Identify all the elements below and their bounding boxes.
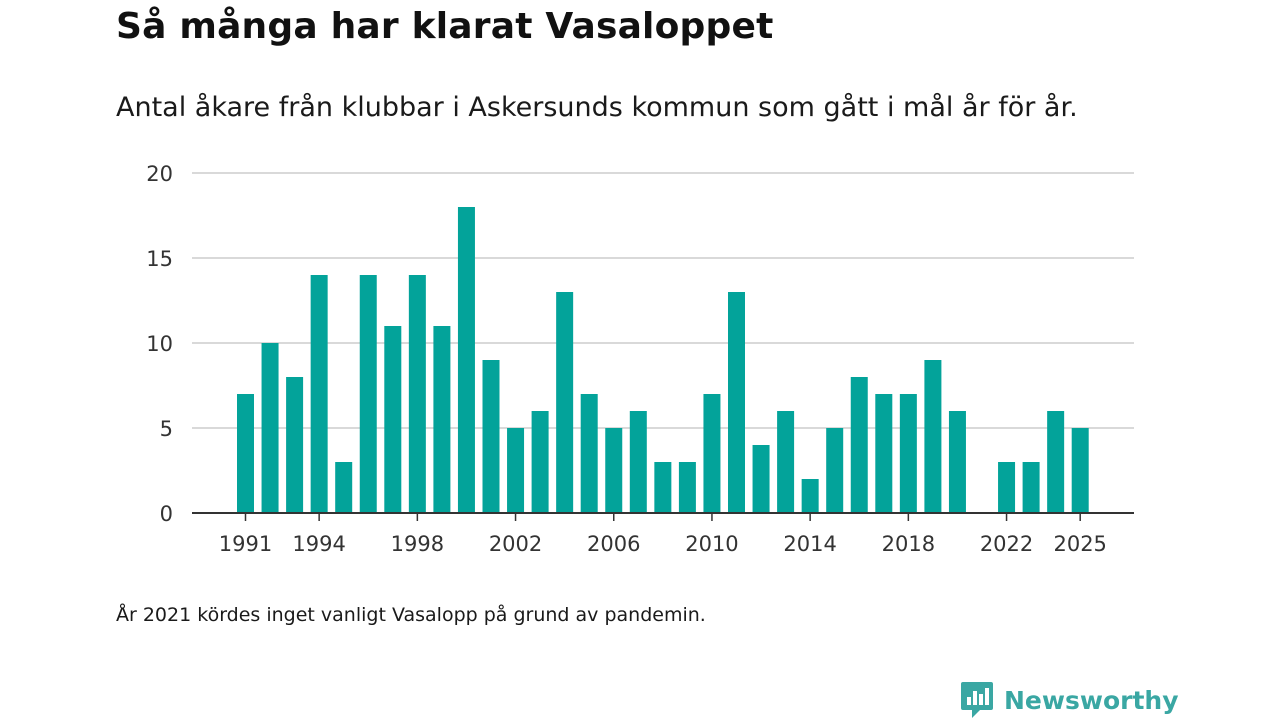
y-tick-label: 10 bbox=[146, 332, 173, 356]
bar-1998 bbox=[408, 275, 426, 513]
bar-1995 bbox=[335, 462, 353, 513]
bar-2013 bbox=[777, 411, 795, 513]
bar-2001 bbox=[482, 360, 500, 513]
x-tick-label: 1991 bbox=[219, 532, 272, 556]
y-tick-label: 15 bbox=[146, 247, 173, 271]
brand-name: Newsworthy bbox=[1004, 685, 1179, 715]
bar-2023 bbox=[1022, 462, 1040, 513]
bar-2004 bbox=[556, 292, 574, 513]
bar-2012 bbox=[752, 445, 770, 513]
bar-2003 bbox=[531, 411, 549, 513]
bar-2024 bbox=[1047, 411, 1065, 513]
chart-title: Så många har klarat Vasaloppet bbox=[116, 6, 774, 47]
x-tick-label: 2022 bbox=[980, 532, 1033, 556]
y-tick-label: 20 bbox=[146, 162, 173, 186]
x-tick-label: 1994 bbox=[292, 532, 345, 556]
bar-1997 bbox=[384, 326, 402, 513]
bar-2014 bbox=[801, 479, 819, 513]
y-tick-label: 5 bbox=[160, 417, 173, 441]
bar-2022 bbox=[998, 462, 1016, 513]
bars bbox=[237, 207, 1089, 513]
bar-2000 bbox=[457, 207, 475, 513]
bar-2010 bbox=[703, 394, 721, 513]
bar-2006 bbox=[605, 428, 623, 513]
bar-2009 bbox=[678, 462, 696, 513]
bar-1999 bbox=[433, 326, 451, 513]
x-tick-label: 2014 bbox=[783, 532, 836, 556]
footnote: År 2021 kördes inget vanligt Vasalopp på… bbox=[116, 604, 706, 626]
x-tick-label: 2010 bbox=[685, 532, 738, 556]
bar-2016 bbox=[850, 377, 868, 513]
bar-2002 bbox=[507, 428, 525, 513]
y-tick-label: 0 bbox=[160, 502, 173, 526]
bar-1991 bbox=[237, 394, 254, 513]
x-tick-label: 2018 bbox=[882, 532, 935, 556]
grid-lines bbox=[192, 172, 1134, 429]
bar-2020 bbox=[948, 411, 966, 513]
x-tick-label: 2006 bbox=[587, 532, 640, 556]
bar-1992 bbox=[261, 343, 279, 513]
axes: 0 5 10 15 20 1991 1994 1998 2002 2006 2010 2014 2018… bbox=[146, 162, 1134, 556]
bar-2011 bbox=[728, 292, 745, 513]
bar-1994 bbox=[310, 275, 328, 513]
x-tick-label: 1998 bbox=[391, 532, 444, 556]
bar-1996 bbox=[359, 275, 377, 513]
bar-2018 bbox=[899, 394, 917, 513]
bar-2025 bbox=[1071, 428, 1089, 513]
chart-subtitle: Antal åkare från klubbar i Askersunds ko… bbox=[116, 92, 1078, 123]
bar-2015 bbox=[826, 428, 844, 513]
bar-2005 bbox=[580, 394, 598, 513]
brand-logo: Newsworthy bbox=[960, 680, 1179, 720]
bar-1993 bbox=[286, 377, 304, 513]
bar-2017 bbox=[875, 394, 893, 513]
x-tick-label: 2002 bbox=[489, 532, 542, 556]
bar-2007 bbox=[629, 411, 647, 513]
newsworthy-logo-icon bbox=[961, 682, 993, 718]
bar-chart: 0 5 10 15 20 1991 1994 1998 2002 2006 2010 2014 2018… bbox=[146, 162, 1134, 556]
bar-2019 bbox=[924, 360, 942, 513]
x-tick-label: 2025 bbox=[1053, 532, 1106, 556]
bar-2008 bbox=[654, 462, 672, 513]
